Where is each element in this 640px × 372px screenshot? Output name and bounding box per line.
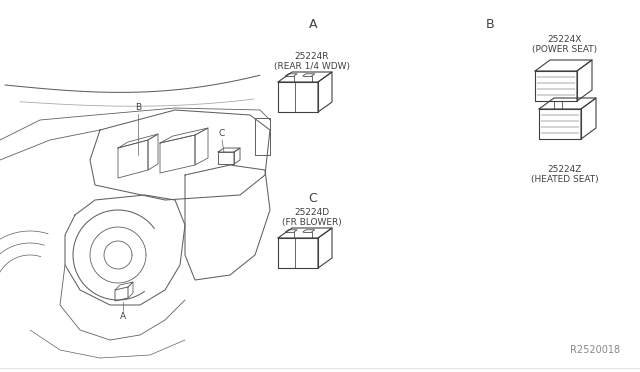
Text: 25224X: 25224X [548,35,582,44]
Text: C: C [219,129,225,138]
Text: 25224D: 25224D [294,208,330,217]
Text: (REAR 1/4 WDW): (REAR 1/4 WDW) [274,62,350,71]
Text: (POWER SEAT): (POWER SEAT) [532,45,598,54]
Text: 25224Z: 25224Z [548,165,582,174]
Text: (FR BLOWER): (FR BLOWER) [282,218,342,227]
Text: C: C [308,192,317,205]
Text: A: A [120,312,126,321]
Text: B: B [135,103,141,112]
Text: (HEATED SEAT): (HEATED SEAT) [531,175,599,184]
Text: B: B [486,18,494,31]
Text: A: A [308,18,317,31]
Text: 25224R: 25224R [295,52,329,61]
Text: R2520018: R2520018 [570,345,620,355]
